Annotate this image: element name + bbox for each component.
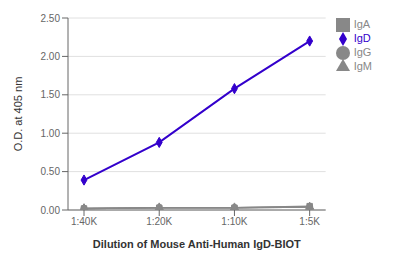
svg-text:1.50: 1.50: [41, 89, 61, 100]
html-text:IgM: IgM: [353, 60, 372, 73]
svg-text:1:20K: 1:20K: [146, 216, 172, 227]
svg-text:0.00: 0.00: [41, 205, 61, 216]
svg-text:1.00: 1.00: [41, 128, 61, 139]
svg-text:1:10K: 1:10K: [221, 216, 247, 227]
svg-text:2.00: 2.00: [41, 51, 61, 62]
svg-text:Dilution of Mouse Anti-Human I: Dilution of Mouse Anti-Human IgD-BIOT: [93, 238, 301, 250]
svg-text:1:40K: 1:40K: [71, 216, 97, 227]
html-text:IgD: IgD: [353, 32, 371, 45]
html-text:IgA: IgA: [353, 18, 371, 30]
svg-text:O.D. at 405 nm: O.D. at 405 nm: [12, 77, 24, 152]
svg-text:2.50: 2.50: [41, 13, 61, 24]
svg-text:1:5K: 1:5K: [299, 216, 320, 227]
svg-text:0.50: 0.50: [41, 166, 61, 177]
html-text:IgG: IgG: [353, 46, 372, 59]
